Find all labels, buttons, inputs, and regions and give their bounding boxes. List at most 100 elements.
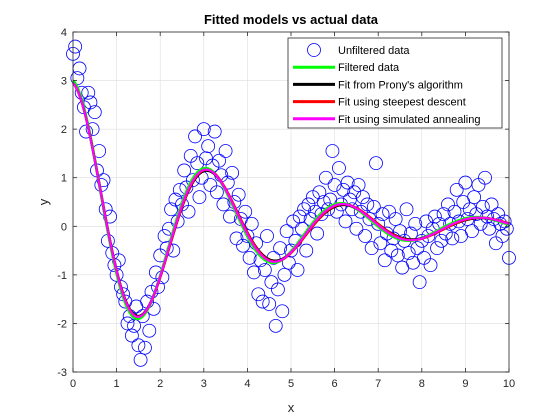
data-point bbox=[325, 144, 340, 158]
data-point bbox=[364, 241, 379, 256]
data-point bbox=[316, 195, 331, 209]
data-point bbox=[192, 190, 207, 205]
data-point bbox=[124, 328, 139, 343]
legend-entry: Filtered data bbox=[338, 62, 400, 74]
y-tick-label: 1 bbox=[61, 173, 67, 185]
data-point bbox=[275, 304, 290, 319]
legend-entry: Unfiltered data bbox=[338, 45, 410, 57]
y-tick-label: 4 bbox=[61, 27, 67, 39]
series-lines bbox=[71, 79, 510, 321]
y-tick-label: -3 bbox=[57, 367, 67, 379]
data-point bbox=[255, 294, 270, 309]
data-point bbox=[142, 323, 157, 338]
data-point bbox=[284, 243, 298, 258]
data-point bbox=[375, 207, 390, 222]
data-point bbox=[299, 243, 314, 258]
data-point bbox=[340, 175, 355, 190]
x-tick-label: 0 bbox=[70, 378, 76, 390]
data-point bbox=[423, 258, 438, 273]
data-point bbox=[390, 248, 405, 263]
data-point bbox=[449, 182, 464, 197]
data-point bbox=[458, 175, 473, 190]
data-point bbox=[347, 185, 362, 200]
data-point bbox=[236, 238, 250, 253]
data-point bbox=[138, 340, 152, 355]
data-point bbox=[257, 263, 272, 277]
data-point bbox=[244, 216, 259, 231]
legend: Unfiltered data Filtered data Fit from Pro… bbox=[287, 37, 503, 129]
chart-title: Fitted models vs actual data bbox=[204, 12, 379, 27]
data-point bbox=[188, 129, 202, 144]
data-point bbox=[297, 202, 311, 217]
data-point bbox=[332, 161, 346, 175]
data-point bbox=[430, 241, 444, 256]
data-point bbox=[336, 182, 351, 197]
data-point bbox=[85, 122, 100, 137]
data-point bbox=[185, 173, 200, 188]
x-tick-label: 4 bbox=[244, 378, 250, 390]
data-point bbox=[408, 216, 423, 231]
data-point bbox=[260, 229, 274, 243]
data-point bbox=[271, 282, 285, 297]
x-tick-label: 7 bbox=[375, 378, 381, 390]
data-point bbox=[242, 250, 257, 265]
data-point bbox=[327, 178, 342, 192]
data-point bbox=[360, 197, 375, 212]
x-tick-label: 1 bbox=[114, 378, 120, 390]
x-axis-ticks: 0 1 2 3 4 5 6 7 8 9 10 bbox=[70, 32, 515, 390]
x-tick-label: 10 bbox=[503, 378, 515, 390]
data-point bbox=[351, 178, 366, 192]
data-point bbox=[318, 170, 333, 185]
data-point bbox=[201, 139, 216, 154]
data-point bbox=[79, 124, 93, 139]
data-point bbox=[412, 275, 427, 290]
data-point bbox=[484, 197, 499, 212]
data-point bbox=[310, 226, 325, 241]
data-point bbox=[292, 209, 307, 224]
y-tick-label: -2 bbox=[57, 318, 67, 330]
data-point bbox=[196, 122, 211, 137]
x-axis-label: x bbox=[288, 400, 295, 415]
data-point bbox=[177, 163, 192, 178]
data-point bbox=[218, 144, 233, 158]
data-point bbox=[81, 85, 96, 100]
data-point bbox=[369, 156, 383, 171]
data-point bbox=[207, 124, 222, 139]
data-point bbox=[225, 165, 240, 180]
data-point bbox=[133, 352, 148, 367]
x-tick-label: 6 bbox=[332, 378, 338, 390]
data-point bbox=[421, 229, 436, 243]
data-point bbox=[209, 185, 224, 200]
x-tick-label: 3 bbox=[201, 378, 207, 390]
data-point bbox=[87, 105, 102, 120]
data-point bbox=[131, 338, 146, 353]
data-point bbox=[399, 202, 414, 217]
data-point bbox=[190, 156, 205, 171]
data-point bbox=[371, 216, 386, 231]
data-point bbox=[377, 253, 392, 268]
data-point bbox=[247, 265, 261, 280]
data-point bbox=[478, 170, 492, 185]
data-point bbox=[358, 229, 373, 243]
x-tick-label: 9 bbox=[462, 378, 468, 390]
series-line bbox=[72, 82, 510, 319]
y-axis-label: y bbox=[36, 198, 51, 205]
data-point bbox=[427, 209, 442, 224]
data-point bbox=[273, 241, 288, 256]
data-point bbox=[212, 153, 226, 168]
data-point bbox=[268, 318, 283, 333]
data-point bbox=[373, 236, 388, 251]
data-point bbox=[475, 199, 490, 214]
data-point bbox=[120, 316, 135, 331]
data-point bbox=[290, 263, 305, 277]
data-point bbox=[436, 207, 451, 222]
y-tick-label: 3 bbox=[61, 76, 67, 88]
data-point bbox=[467, 190, 482, 205]
data-point bbox=[410, 241, 425, 256]
legend-entry: Fit using simulated annealing bbox=[338, 114, 480, 126]
data-point bbox=[181, 204, 196, 219]
x-tick-label: 2 bbox=[157, 378, 163, 390]
data-point bbox=[279, 224, 294, 239]
data-point bbox=[465, 224, 479, 239]
